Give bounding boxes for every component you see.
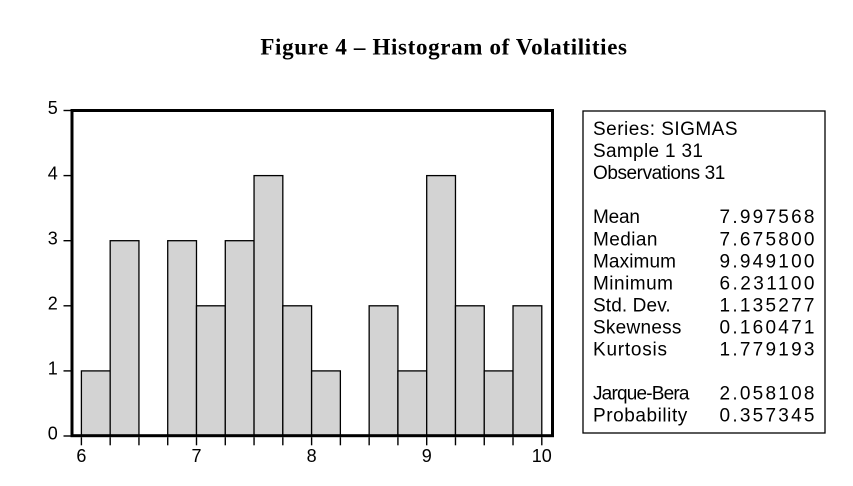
svg-text:0: 0 <box>48 424 58 444</box>
svg-text:0.160471: 0.160471 <box>720 317 815 338</box>
svg-text:Median: Median <box>593 229 658 250</box>
svg-text:1: 1 <box>48 359 58 379</box>
svg-text:5: 5 <box>48 98 58 118</box>
svg-text:1.779193: 1.779193 <box>720 340 815 361</box>
svg-text:2: 2 <box>48 294 58 314</box>
svg-text:Mean: Mean <box>593 207 640 228</box>
svg-text:9: 9 <box>422 446 432 466</box>
svg-text:7.997568: 7.997568 <box>720 207 815 228</box>
svg-text:Series: SIGMAS: Series: SIGMAS <box>593 119 738 140</box>
svg-text:Maximum: Maximum <box>593 251 676 272</box>
svg-text:3: 3 <box>48 228 58 248</box>
svg-text:Observations 31: Observations 31 <box>593 163 725 184</box>
svg-text:Jarque-Bera: Jarque-Bera <box>593 384 690 405</box>
svg-text:7: 7 <box>191 446 201 466</box>
svg-text:6: 6 <box>76 446 86 466</box>
svg-text:1.135277: 1.135277 <box>720 295 815 316</box>
svg-text:Std. Dev.: Std. Dev. <box>593 295 671 316</box>
svg-text:4: 4 <box>48 163 58 183</box>
svg-text:9.949100: 9.949100 <box>720 251 815 272</box>
svg-text:Probability: Probability <box>593 406 688 427</box>
svg-text:Kurtosis: Kurtosis <box>593 340 667 361</box>
svg-text:Skewness: Skewness <box>593 317 681 338</box>
svg-text:10: 10 <box>532 446 552 466</box>
svg-text:Figure 4 – Histogram of Volati: Figure 4 – Histogram of Volatilities <box>260 35 627 60</box>
svg-text:7.675800: 7.675800 <box>720 229 815 250</box>
svg-text:0.357345: 0.357345 <box>720 406 815 427</box>
svg-text:6.231100: 6.231100 <box>720 273 815 294</box>
svg-text:2.058108: 2.058108 <box>720 384 815 405</box>
svg-text:8: 8 <box>307 446 317 466</box>
svg-text:Minimum: Minimum <box>593 273 673 294</box>
svg-text:Sample 1 31: Sample 1 31 <box>593 141 703 162</box>
